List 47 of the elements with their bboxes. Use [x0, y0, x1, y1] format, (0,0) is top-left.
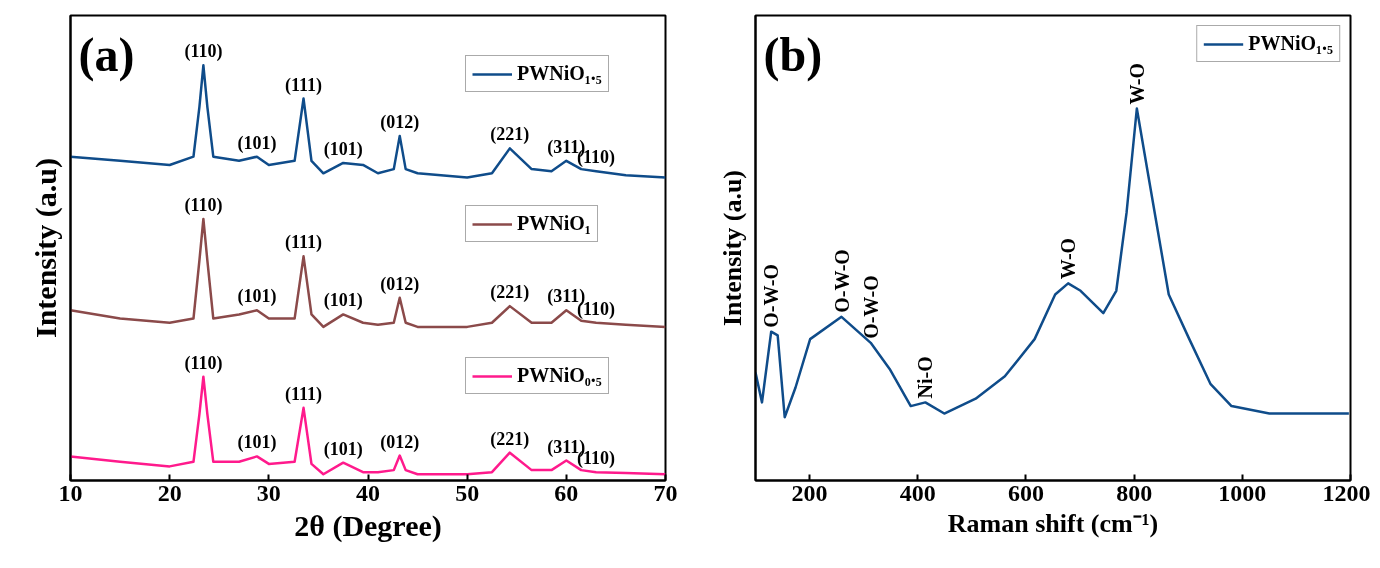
annotation: (101) [237, 432, 277, 454]
annotation: (101) [237, 132, 277, 154]
annotation: (101) [237, 286, 277, 308]
annotation: O-W-O [760, 264, 783, 328]
annotation: (012) [380, 111, 420, 133]
x-axis-title: Raman shift (cm⁻¹) [947, 508, 1159, 538]
x-axis-title: 2θ (Degree) [294, 508, 442, 543]
annotation: (110) [184, 41, 223, 63]
annotation: W-O [1125, 63, 1148, 105]
annotation: (101) [323, 138, 363, 160]
legend-label: PWNiO₁.₅ [517, 62, 602, 85]
x-tick-label: 10 [58, 479, 83, 506]
x-tick-label: 600 [1007, 479, 1044, 506]
x-tick-label: 1200 [1322, 479, 1371, 506]
annotation: (221) [490, 428, 530, 450]
y-axis-title: Intensity (a.u) [28, 157, 63, 339]
legend-label: PWNiO₁.₅ [1248, 32, 1333, 55]
x-tick-label: 30 [256, 479, 281, 506]
x-tick-label: 70 [653, 479, 678, 506]
legend-label: PWNiO₀.₅ [517, 364, 602, 387]
x-tick-label: 20 [157, 479, 182, 506]
annotation: (101) [323, 290, 363, 312]
annotation: (110) [184, 352, 223, 374]
y-axis-title: Intensity (a.u) [717, 169, 747, 327]
annotation: (012) [380, 273, 420, 295]
x-tick-label: 400 [899, 479, 936, 506]
chart-title: (b) [763, 27, 823, 82]
legend-label: PWNiO₁ [517, 212, 591, 235]
annotation: O-W-O [830, 249, 853, 313]
annotation: (012) [380, 431, 420, 453]
annotation: O-W-O [859, 275, 882, 339]
x-tick-label: 1000 [1218, 479, 1267, 506]
annotation: (111) [285, 74, 323, 96]
annotation: W-O [1057, 237, 1080, 280]
x-tick-label: 50 [455, 479, 480, 506]
annotation: (111) [285, 232, 323, 254]
annotation: (221) [490, 124, 530, 146]
x-tick-label: 200 [791, 479, 828, 506]
annotation: (221) [490, 282, 530, 304]
annotation: (110) [184, 194, 223, 216]
x-tick-label: 60 [554, 479, 579, 506]
annotation: Ni-O [914, 356, 937, 399]
x-tick-label: 800 [1116, 479, 1153, 506]
chart-title: (a) [78, 27, 135, 82]
annotation: (111) [285, 383, 323, 405]
x-tick-label: 40 [356, 479, 380, 506]
annotation: (101) [323, 438, 363, 460]
